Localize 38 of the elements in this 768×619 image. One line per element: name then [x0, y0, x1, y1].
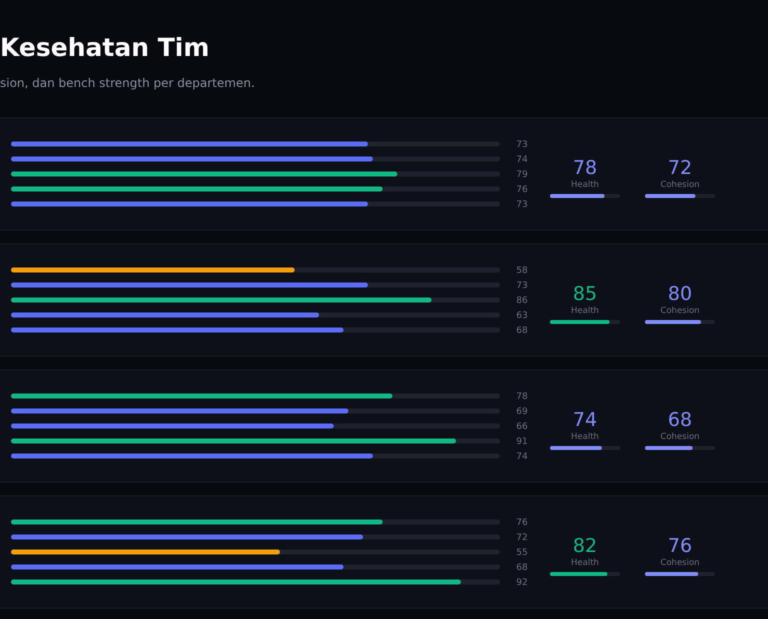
data-label: 92 [516, 578, 528, 588]
data-label: 79 [516, 170, 528, 180]
data-label: 76 [668, 535, 692, 557]
data-label: 72 [668, 157, 692, 179]
data-label: 91 [516, 437, 528, 447]
data-label: 72 [516, 533, 528, 543]
data-label: 80 [668, 283, 692, 305]
data-label: 68 [516, 563, 528, 573]
category-label: Cohesion [660, 306, 700, 316]
category-label: Health [571, 558, 599, 568]
data-label: 55 [516, 548, 528, 558]
category-label: Health [571, 432, 599, 442]
chart-subtitle: sion, dan bench strength per departemen. [0, 76, 255, 90]
data-label: 73 [516, 281, 528, 291]
data-label: 58 [516, 266, 528, 276]
category-label: Health [571, 180, 599, 190]
data-label: 69 [516, 407, 528, 417]
data-label: 82 [572, 535, 598, 557]
data-label: 76 [516, 185, 528, 195]
chart-title: Kesehatan Tim [0, 33, 210, 62]
data-label: 73 [516, 140, 528, 150]
data-label: 74 [516, 155, 528, 165]
data-label: 76 [516, 518, 528, 528]
data-label: 78 [516, 392, 528, 402]
data-label: 68 [516, 326, 528, 336]
category-label: Cohesion [660, 558, 700, 568]
data-label: 74 [516, 452, 528, 462]
category-label: Cohesion [660, 180, 700, 190]
data-label: 73 [516, 200, 528, 210]
category-label: Health [571, 306, 599, 316]
data-label: 85 [572, 283, 598, 305]
data-label: 78 [572, 157, 598, 179]
data-label: 63 [516, 311, 528, 321]
data-label: 66 [516, 422, 528, 432]
data-label: 86 [516, 296, 528, 306]
data-label: 68 [668, 409, 692, 431]
data-label: 74 [572, 409, 598, 431]
category-label: Cohesion [660, 432, 700, 442]
